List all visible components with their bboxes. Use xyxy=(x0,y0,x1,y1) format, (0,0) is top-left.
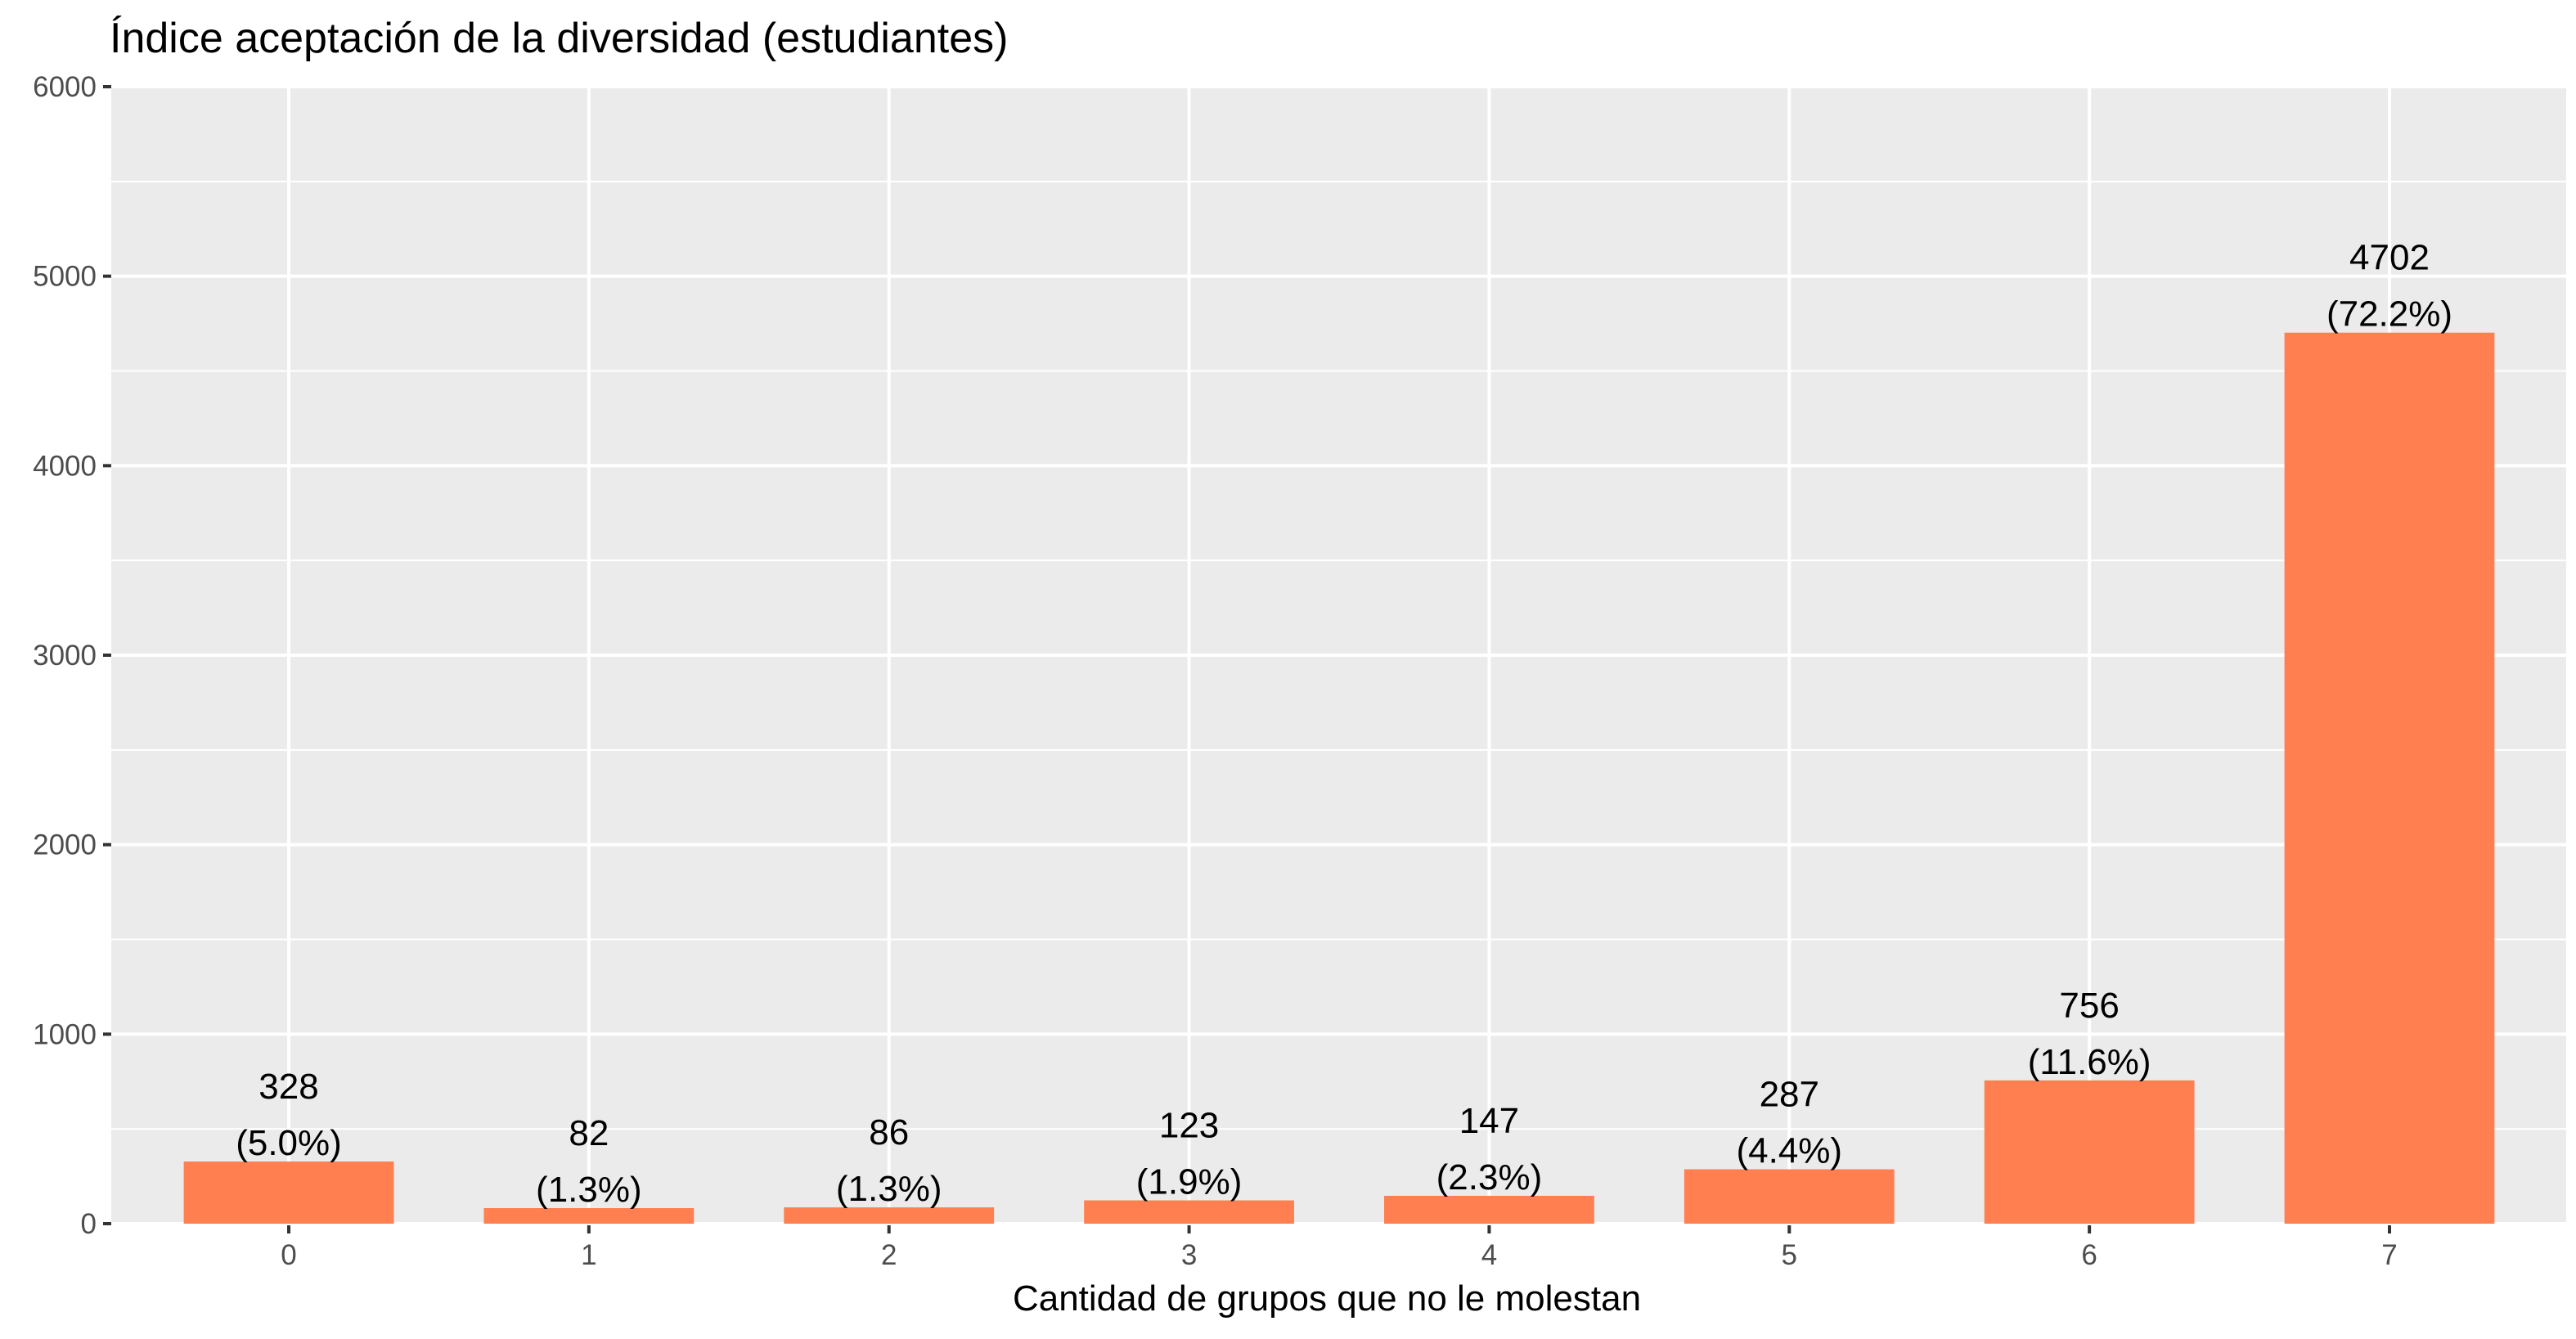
bars xyxy=(183,332,2495,1224)
data-label-percent: (1.3%) xyxy=(536,1170,642,1210)
data-label-percent: (72.2%) xyxy=(2326,294,2452,335)
x-tick-label: 6 xyxy=(2081,1239,2097,1271)
x-tick-label: 5 xyxy=(1782,1239,1797,1271)
x-tick-label: 7 xyxy=(2381,1239,2397,1271)
x-axis: 0 1 2 3 4 5 6 7 xyxy=(281,1225,2398,1271)
data-label-count: 756 xyxy=(2059,986,2119,1026)
data-label-count: 123 xyxy=(1159,1106,1219,1146)
data-label-percent: (1.9%) xyxy=(1136,1162,1243,1202)
data-label-count: 328 xyxy=(258,1067,318,1107)
y-axis: 0 1000 2000 3000 4000 5000 6000 xyxy=(33,71,111,1240)
grid-lines xyxy=(111,85,2566,1225)
bar xyxy=(1384,1195,1594,1224)
data-label-percent: (11.6%) xyxy=(2028,1042,2151,1082)
data-label-count: 86 xyxy=(869,1112,909,1153)
bar xyxy=(2284,332,2495,1224)
y-tick-label: 5000 xyxy=(33,261,97,293)
x-tick-label: 3 xyxy=(1181,1239,1197,1271)
data-label-percent: (5.0%) xyxy=(236,1123,342,1163)
data-label-percent: (4.4%) xyxy=(1736,1131,1842,1171)
bar xyxy=(784,1207,995,1224)
x-tick-label: 4 xyxy=(1481,1239,1497,1271)
data-label-count: 147 xyxy=(1459,1101,1519,1141)
bar xyxy=(483,1208,695,1224)
data-label-count: 4702 xyxy=(2349,238,2430,278)
x-tick-label: 2 xyxy=(881,1239,897,1271)
x-tick-label: 0 xyxy=(281,1239,296,1271)
y-tick-label: 0 xyxy=(81,1208,97,1240)
x-tick-label: 1 xyxy=(581,1239,596,1271)
data-labels: (5.0%) 328 (1.3%) 82 (1.3%) 86 (1.9%) 123 (2.3%)… xyxy=(236,238,2452,1210)
chart-title: Índice aceptación de la diversidad (estu… xyxy=(110,15,1008,62)
x-axis-title: Cantidad de grupos que no le molestan xyxy=(1013,1278,1641,1319)
y-tick-label: 6000 xyxy=(33,71,97,103)
bar xyxy=(1684,1169,1895,1224)
data-label-count: 82 xyxy=(569,1113,609,1153)
bar xyxy=(1084,1200,1294,1224)
y-tick-label: 1000 xyxy=(33,1018,97,1050)
y-tick-label: 2000 xyxy=(33,829,97,861)
y-tick-label: 3000 xyxy=(33,640,97,672)
bar xyxy=(183,1162,394,1224)
data-label-percent: (1.3%) xyxy=(836,1169,942,1209)
data-label-percent: (2.3%) xyxy=(1436,1157,1543,1197)
y-tick-label: 4000 xyxy=(33,450,97,482)
bar xyxy=(1984,1080,2195,1224)
data-label-count: 287 xyxy=(1760,1075,1819,1115)
